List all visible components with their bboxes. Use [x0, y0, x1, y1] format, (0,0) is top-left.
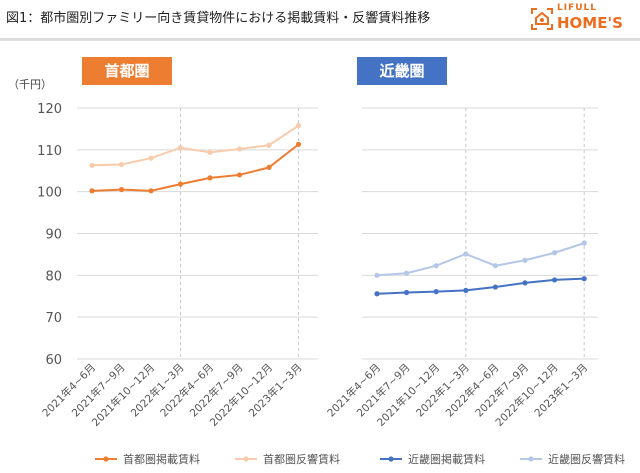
data-point	[148, 155, 154, 161]
data-point	[236, 146, 243, 152]
data-point	[492, 284, 498, 290]
legend-marker	[528, 456, 534, 462]
data-point	[433, 263, 439, 269]
y-tick-label: 90	[45, 228, 62, 243]
data-point	[177, 181, 184, 187]
data-point	[404, 289, 410, 296]
chart-title-kinki: 近畿圏	[357, 57, 447, 85]
data-point	[374, 272, 380, 278]
legend-label: 近畿圏反響賃料	[548, 452, 625, 466]
data-point	[463, 251, 469, 257]
logo-line1: LIFULL	[557, 3, 598, 13]
series-line	[91, 124, 300, 167]
logo-line2: HOME'S	[557, 14, 623, 32]
series-line	[376, 242, 585, 277]
data-point	[295, 122, 302, 129]
data-point	[207, 175, 213, 181]
house-icon	[531, 8, 553, 30]
y-tick-label: 60	[45, 353, 62, 368]
data-point	[266, 164, 272, 171]
data-point	[522, 257, 528, 263]
data-point	[266, 142, 272, 148]
data-point	[581, 240, 587, 246]
data-point	[295, 141, 302, 147]
legend-label: 首都圏掲載賃料	[123, 452, 200, 466]
data-point	[118, 161, 125, 168]
series-line	[376, 277, 585, 295]
series-line	[91, 143, 300, 192]
y-tick-label: 80	[45, 269, 62, 284]
figure-title: 図1：都市圏別ファミリー向き賃貸物件における掲載賃料・反響賃料推移	[6, 11, 431, 26]
data-point	[492, 263, 498, 269]
header-divider	[0, 38, 640, 41]
legend-marker	[243, 456, 249, 462]
data-point	[404, 270, 410, 276]
y-tick-label: 70	[45, 311, 62, 326]
data-point	[89, 188, 95, 194]
y-tick-label: 120	[37, 102, 62, 117]
data-point	[148, 188, 154, 194]
data-point	[522, 280, 528, 286]
legend-label: 近畿圏掲載賃料	[408, 452, 485, 466]
data-point	[552, 250, 558, 256]
data-point	[433, 289, 439, 295]
legend-marker	[103, 456, 109, 462]
data-point	[374, 291, 380, 297]
unit-label: （千円）	[8, 78, 52, 91]
y-tick-label: 110	[37, 144, 62, 159]
legend-marker	[388, 456, 394, 462]
data-point	[463, 287, 469, 293]
y-tick-label: 100	[37, 186, 62, 201]
data-point	[581, 276, 587, 282]
data-point	[552, 277, 558, 283]
data-point	[118, 186, 125, 193]
chart-title-shutoken: 首都圏	[82, 57, 172, 85]
legend-label: 首都圏反響賃料	[263, 452, 340, 466]
data-point	[207, 149, 213, 155]
data-point	[177, 145, 184, 151]
data-point	[236, 172, 243, 178]
data-point	[89, 162, 95, 168]
